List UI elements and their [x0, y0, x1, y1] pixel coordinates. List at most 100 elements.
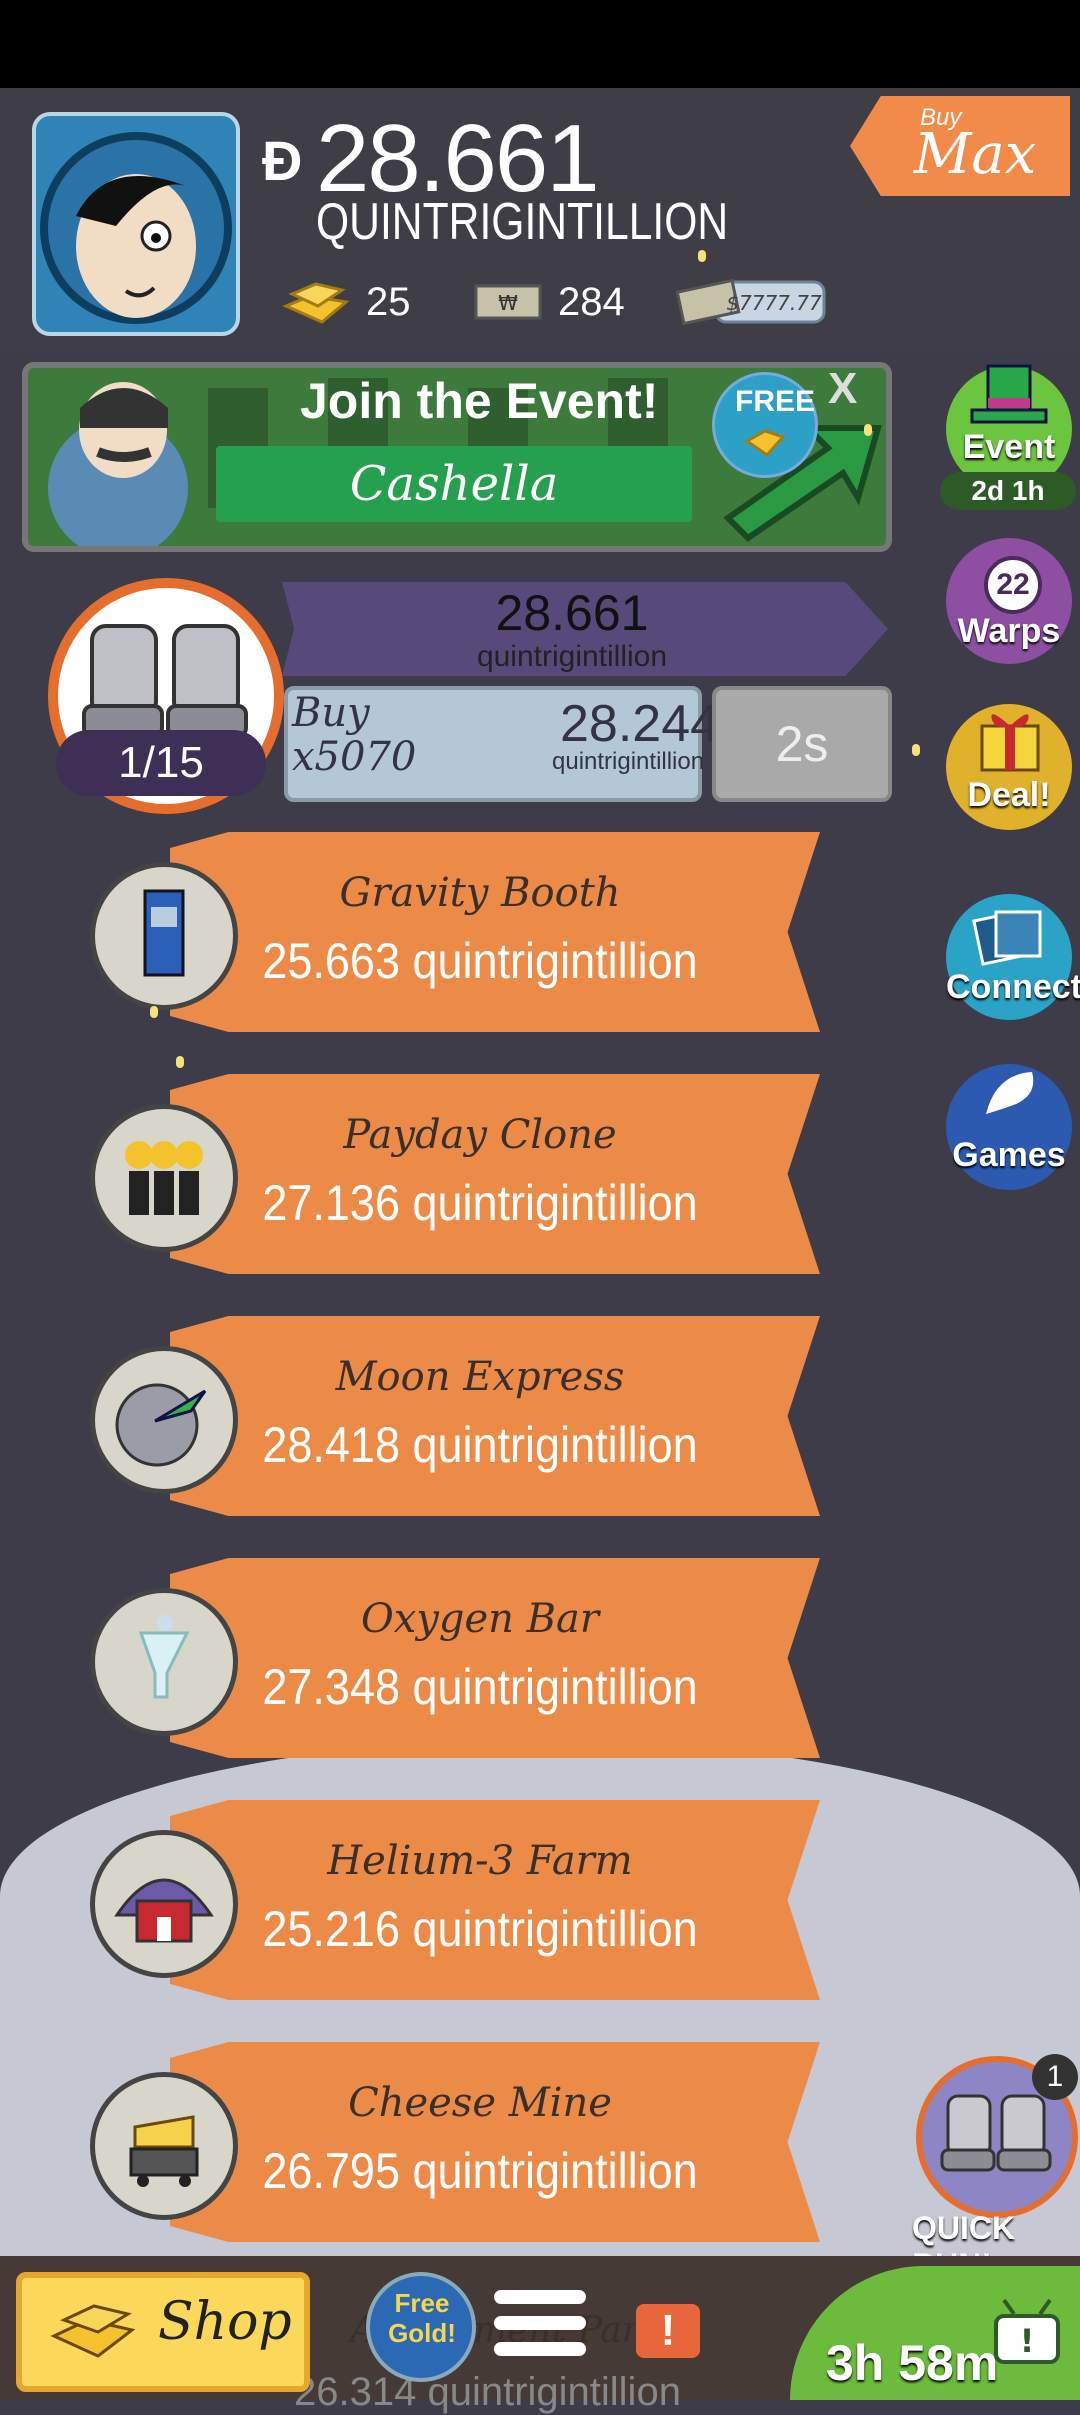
business-ribbon: [170, 1800, 820, 2000]
business-row[interactable]: Gravity Booth 25.663 quintrigintillion: [90, 832, 820, 1032]
deal-button[interactable]: Deal!: [946, 704, 1072, 830]
top-hat-icon: [970, 364, 1048, 424]
business-row[interactable]: Payday Clone 27.136 quintrigintillion: [90, 1074, 820, 1274]
cycle-timer: 2s: [712, 686, 892, 802]
currency-symbol: Đ: [262, 129, 303, 192]
shop-button[interactable]: [16, 2272, 310, 2392]
sparkle: [176, 1056, 184, 1068]
close-event-button[interactable]: X: [828, 364, 858, 413]
business-name: Helium-3 Farm: [327, 1838, 633, 1884]
free-gold-badge: FREE: [712, 372, 818, 478]
business-row[interactable]: Moon Express 28.418 quintrigintillion: [90, 1316, 820, 1516]
svg-text:!: !: [1020, 2322, 1035, 2360]
menu-icon-bar: [494, 2316, 586, 2330]
free-gold-button[interactable]: Free Gold!: [366, 2272, 476, 2382]
menu-button[interactable]: [494, 2290, 586, 2370]
connect-label: Connect: [946, 968, 1080, 1006]
menu-icon-bar: [494, 2290, 586, 2304]
event-name: Cashella: [216, 446, 692, 522]
cards-icon: [972, 910, 1042, 966]
event-button[interactable]: Event: [946, 364, 1072, 492]
business-value: 25.216 quintrigintillion: [262, 1901, 698, 1957]
business-ribbon: [170, 1074, 820, 1274]
money-amount: 28.661: [316, 105, 600, 212]
buy-max-big: Max: [914, 122, 1037, 187]
total-profit-bar: [282, 582, 888, 676]
free-gold-label: Free Gold!: [388, 2288, 456, 2348]
tv-icon: !: [994, 2298, 1060, 2364]
moon-boots-icon: [82, 624, 248, 738]
shop-label: Shop: [158, 2292, 292, 2352]
games-button[interactable]: Games: [946, 1064, 1072, 1190]
deal-label: Deal!: [967, 776, 1051, 814]
sparkle: [912, 744, 920, 756]
business-value: 27.136 quintrigintillion: [262, 1175, 698, 1231]
megabucks-count: 284: [558, 279, 625, 324]
svg-text:₩: ₩: [498, 291, 518, 315]
phone-booth-icon: [90, 862, 238, 1010]
buy-max-button[interactable]: Buy Max: [850, 96, 1070, 196]
player-avatar[interactable]: [32, 112, 240, 336]
event-timer: 2d 1h: [940, 472, 1076, 510]
warps-count: 22: [984, 556, 1042, 614]
business-row[interactable]: Cheese Mine 26.795 quintrigintillion: [90, 2042, 820, 2242]
buy-button[interactable]: [284, 686, 702, 802]
farm-icon: [90, 1830, 238, 1978]
quick-run-button[interactable]: [916, 2056, 1078, 2218]
megabucks-icon: ₩: [474, 284, 542, 320]
business-value: 28.418 quintrigintillion: [262, 1417, 698, 1473]
business-ribbon: [170, 2042, 820, 2242]
business-ribbon: [170, 1558, 820, 1758]
buy-max-small: Buy: [920, 104, 962, 131]
games-label: Games: [952, 1136, 1066, 1174]
buy-multiplier: x5070: [292, 734, 417, 780]
connect-button[interactable]: Connect: [946, 894, 1080, 1020]
gold-count: 25: [366, 279, 411, 324]
cash-label: $7777.77: [726, 291, 822, 315]
business-value: 25.663 quintrigintillion: [262, 933, 698, 989]
cash-bundle[interactable]: $7777.77: [676, 272, 828, 332]
buy-label: Buy: [292, 690, 370, 736]
status-bar: [0, 0, 1080, 88]
business-value: 26.795 quintrigintillion: [262, 2143, 698, 2199]
gold-bars-icon: [50, 2304, 136, 2358]
moon-boots-icon: [940, 2094, 1052, 2172]
megabucks-counter[interactable]: ₩ 284: [472, 272, 625, 332]
business-ribbon: [170, 832, 820, 1032]
gold-bars-icon: [282, 282, 350, 324]
rocket-moon-icon: [90, 1346, 238, 1494]
business-name: Moon Express: [335, 1354, 625, 1400]
warps-button[interactable]: 22 Warps: [946, 538, 1072, 664]
business-row[interactable]: Oxygen Bar 27.348 quintrigintillion: [90, 1558, 820, 1758]
buy-cost: 28.244: [560, 695, 720, 753]
cheese-icon: [90, 2072, 238, 2220]
buy-cost-unit: quintrigintillion: [552, 748, 705, 775]
event-label: Event: [962, 428, 1056, 466]
business-row[interactable]: Helium-3 Farm 25.216 quintrigintillion: [90, 1800, 820, 2000]
business-name: Oxygen Bar: [360, 1596, 600, 1642]
sparkle: [698, 250, 706, 262]
alert-button[interactable]: !: [636, 2304, 700, 2358]
tv-timer-label: 3h 58m: [826, 2335, 999, 2391]
business-ribbon: [170, 1316, 820, 1516]
manager-progress: 1/15: [56, 730, 266, 796]
oxygen-icon: [90, 1588, 238, 1736]
event-title: Join the Event!: [300, 373, 659, 429]
sparkle: [864, 424, 872, 436]
cash-bundle-icon: $7777.77: [676, 278, 826, 326]
business-name: Payday Clone: [343, 1112, 617, 1158]
games-icon: [986, 1072, 1034, 1114]
gold-counter[interactable]: 25: [280, 272, 411, 332]
sparkle: [150, 1006, 158, 1018]
money-unit: QUINTRIGINTILLION: [316, 193, 729, 251]
clone-icon: [90, 1104, 238, 1252]
total-profit-unit: quintrigintillion: [476, 640, 668, 673]
business-name: Gravity Booth: [339, 870, 621, 916]
quick-run-badge: 1: [1032, 2054, 1078, 2100]
total-profit-amount: 28.661: [495, 585, 649, 641]
menu-icon-bar: [494, 2342, 586, 2356]
gift-icon: [980, 714, 1040, 772]
partial-business-value: 26.314 quintrigintillion: [294, 2370, 681, 2414]
free-label: FREE: [735, 385, 816, 418]
warps-label: Warps: [957, 612, 1061, 650]
